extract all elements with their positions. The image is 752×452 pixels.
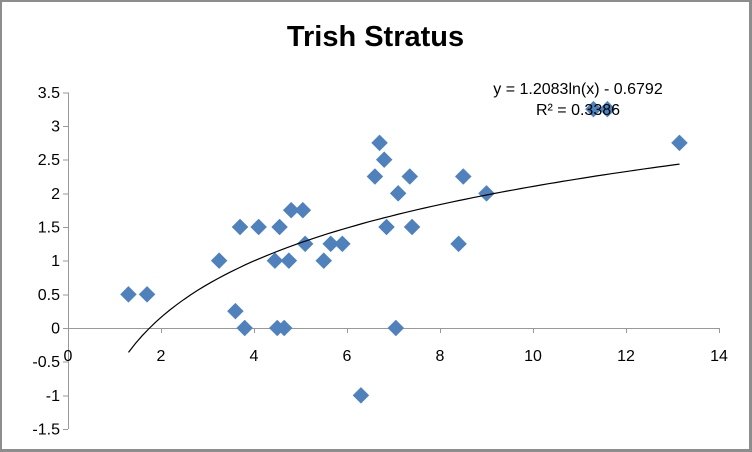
data-point-marker bbox=[371, 134, 388, 152]
data-point-marker bbox=[378, 218, 395, 236]
data-point-marker bbox=[250, 218, 268, 236]
x-axis-tick-label: 4 bbox=[250, 348, 259, 365]
data-point-marker bbox=[366, 168, 384, 185]
data-point-marker bbox=[280, 252, 298, 270]
data-point-marker bbox=[389, 184, 407, 202]
data-point-marker bbox=[450, 235, 467, 253]
data-point-marker bbox=[333, 235, 351, 253]
x-axis-tick-label: 14 bbox=[710, 348, 728, 365]
trendline-equation: y = 1.2083ln(x) - 0.6792 bbox=[493, 81, 663, 98]
data-point-marker bbox=[120, 285, 137, 303]
data-point-marker bbox=[210, 252, 228, 270]
data-point-marker bbox=[271, 218, 288, 236]
y-axis-tick-label: 2.5 bbox=[38, 152, 60, 169]
data-point-marker bbox=[294, 201, 312, 219]
x-axis-tick-label: 2 bbox=[157, 348, 166, 365]
data-point-marker bbox=[401, 168, 419, 185]
x-axis-tick-label: 10 bbox=[524, 348, 542, 365]
data-point-marker bbox=[375, 151, 393, 169]
data-point-marker bbox=[231, 218, 249, 236]
y-axis-tick-label: 2 bbox=[51, 186, 60, 203]
data-point-marker bbox=[315, 252, 333, 270]
y-axis-tick-label: -1.5 bbox=[32, 421, 60, 438]
trendline-curve bbox=[128, 163, 680, 353]
chart-title: Trish Stratus bbox=[286, 21, 465, 53]
data-point-marker bbox=[387, 319, 405, 337]
y-axis-tick-label: 0.5 bbox=[38, 287, 60, 304]
data-point-marker bbox=[138, 285, 156, 303]
data-point-marker bbox=[403, 218, 421, 236]
x-axis-tick-label: 8 bbox=[436, 348, 445, 365]
data-point-marker bbox=[671, 134, 688, 152]
trendline-r-squared: R² = 0.3386 bbox=[535, 102, 621, 119]
trendline-annotation: y = 1.2083ln(x) - 0.6792 R² = 0.3386 bbox=[438, 79, 718, 121]
y-axis-tick-label: 1 bbox=[51, 253, 60, 270]
data-point-marker bbox=[352, 386, 370, 404]
data-point-marker bbox=[296, 235, 314, 253]
y-axis-tick-label: 1.5 bbox=[38, 220, 60, 237]
y-axis-tick-label: -1 bbox=[46, 388, 60, 405]
y-axis-tick-label: 3.5 bbox=[38, 85, 60, 102]
data-point-marker bbox=[599, 100, 616, 118]
x-axis-tick-label: 6 bbox=[343, 348, 352, 365]
x-axis-tick-label: 12 bbox=[617, 348, 635, 365]
y-axis-tick-label: 0 bbox=[51, 321, 60, 338]
data-point-marker bbox=[275, 319, 293, 337]
x-axis-tick-label: 0 bbox=[64, 348, 73, 365]
data-point-marker bbox=[227, 302, 244, 320]
data-point-marker bbox=[236, 319, 254, 337]
y-axis-tick-label: -0.5 bbox=[32, 354, 60, 371]
data-point-marker bbox=[454, 168, 472, 185]
y-axis-tick-label: 3 bbox=[51, 119, 60, 136]
